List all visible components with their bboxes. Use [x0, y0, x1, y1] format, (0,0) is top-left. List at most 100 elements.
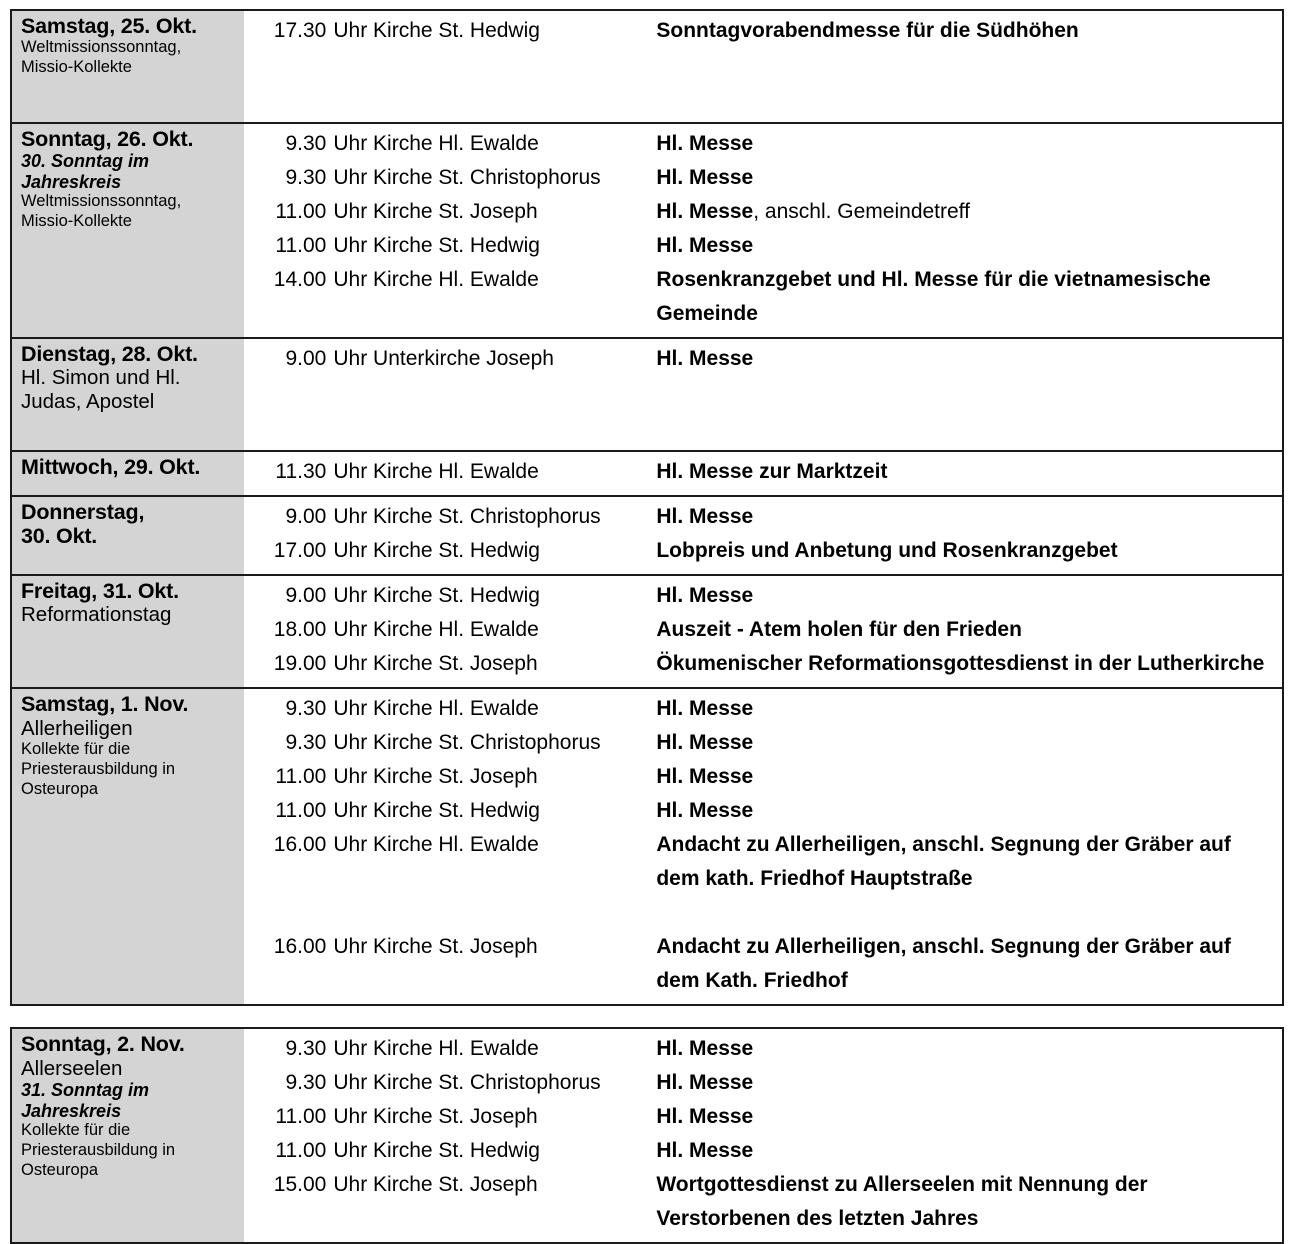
service-description-main: Hl. Messe — [656, 1037, 754, 1061]
service-time-location: 15.00 Uhr Kirche St. Joseph — [244, 1168, 644, 1202]
service-location: Uhr Kirche Hl. Ewalde — [333, 1037, 539, 1061]
entry-spacer — [244, 82, 1282, 116]
day-title: Mittwoch, 29. Okt. — [21, 455, 201, 480]
day-collection-note: Missio-Kollekte — [21, 58, 132, 77]
service-location: Uhr Kirche St. Hedwig — [333, 234, 540, 258]
service-description-main: Hl. Messe — [656, 234, 754, 258]
entries-cell: 11.30 Uhr Kirche Hl. Ewalde Hl. Messe zur … — [244, 451, 1283, 497]
day-title: Samstag, 1. Nov. — [21, 692, 189, 717]
service-location: Uhr Kirche Hl. Ewalde — [333, 833, 539, 857]
service-entry: 9.30 Uhr Kirche Hl. Ewalde Hl. Messe — [244, 692, 1282, 726]
service-entry: 17.00 Uhr Kirche St. Hedwig Lobpreis und A… — [244, 534, 1282, 568]
service-description-main: Hl. Messe — [656, 731, 754, 755]
service-description-main: Hl. Messe — [656, 584, 754, 608]
service-description: Hl. Messe — [644, 726, 1282, 760]
service-time: 11.30 — [275, 460, 327, 484]
service-location: Uhr Kirche St. Christophorus — [333, 731, 601, 755]
service-location: Uhr Kirche St. Joseph — [333, 652, 538, 676]
service-location: Uhr Kirche Hl. Ewalde — [333, 460, 539, 484]
service-time-location: 17.00 Uhr Kirche St. Hedwig — [244, 534, 644, 568]
day-cell: Sonntag, 2. Nov. Allerseelen 31. Sonntag i… — [11, 1028, 245, 1244]
service-description-main: Hl. Messe — [656, 1105, 754, 1129]
service-entry: 16.00 Uhr Kirche St. Joseph Andacht zu All… — [244, 930, 1282, 998]
service-location: Uhr Kirche St. Joseph — [333, 1173, 538, 1197]
service-time: 9.30 — [285, 132, 327, 156]
service-location: Uhr Kirche St. Hedwig — [333, 539, 540, 563]
service-time: 9.30 — [285, 1037, 327, 1061]
day-title-line2: 30. Okt. — [21, 524, 98, 549]
entry-spacer — [244, 896, 1282, 930]
document-page: Samstag, 25. Okt. Weltmissionssonntag, Mis… — [10, 9, 1284, 1244]
schedule-tables-container: Samstag, 25. Okt. Weltmissionssonntag, Mis… — [10, 9, 1284, 1244]
service-time: 18.00 — [273, 618, 327, 642]
service-description: Hl. Messe — [644, 229, 1282, 263]
schedule-table-november: Sonntag, 2. Nov. Allerseelen 31. Sonntag i… — [10, 1027, 1284, 1244]
service-time-location: 11.00 Uhr Kirche St. Joseph — [244, 1100, 644, 1134]
service-description: Rosenkranzgebet und Hl. Messe für die vi… — [644, 263, 1282, 331]
day-liturgical-label: Jahreskreis — [21, 1100, 122, 1121]
service-description: Hl. Messe — [644, 579, 1282, 613]
day-title: Sonntag, 2. Nov. — [21, 1032, 185, 1057]
service-description: Hl. Messe — [644, 1032, 1282, 1066]
service-time-location: 14.00 Uhr Kirche Hl. Ewalde — [244, 263, 644, 297]
day-collection-note: Kollekte für die — [21, 739, 131, 758]
service-time-location: 9.00 Uhr Kirche St. Hedwig — [244, 579, 644, 613]
service-description-main: Hl. Messe — [656, 799, 754, 823]
service-time-location: 9.30 Uhr Kirche Hl. Ewalde — [244, 127, 644, 161]
service-location: Uhr Kirche Hl. Ewalde — [333, 132, 539, 156]
schedule-row: Dienstag, 28. Okt. Hl. Simon und Hl. Judas… — [11, 338, 1283, 452]
service-location: Uhr Kirche St. Joseph — [333, 1105, 538, 1129]
service-description-main: Sonntagvorabendmesse für die Südhöhen — [656, 19, 1079, 42]
service-time-location: 11.30 Uhr Kirche Hl. Ewalde — [244, 455, 644, 489]
service-description-main: Auszeit - Atem holen für den Frieden — [656, 618, 1022, 642]
service-time-location: 9.00 Uhr Unterkirche Joseph — [244, 342, 644, 376]
service-time: 11.00 — [275, 200, 327, 224]
entry-spacer — [244, 48, 1282, 82]
day-cell: Donnerstag, 30. Okt. — [11, 496, 245, 576]
day-liturgical-label: 30. Sonntag im — [21, 151, 150, 172]
service-description-main: Andacht zu Allerheiligen, anschl. Segnun… — [656, 833, 1231, 891]
service-description-main: Hl. Messe — [656, 765, 754, 789]
service-time-location: 9.30 Uhr Kirche Hl. Ewalde — [244, 1032, 644, 1066]
service-description-main: Lobpreis und Anbetung und Rosenkranzgebe… — [656, 539, 1118, 563]
service-description-main: Hl. Messe — [656, 697, 754, 721]
day-cell: Samstag, 25. Okt. Weltmissionssonntag, Mis… — [11, 10, 245, 124]
schedule-row: Sonntag, 2. Nov. Allerseelen 31. Sonntag i… — [11, 1028, 1283, 1244]
day-title: Dienstag, 28. Okt. — [21, 342, 198, 367]
service-time: 17.30 — [273, 19, 327, 42]
service-entry: 9.30 Uhr Kirche St. Christophorus Hl. Mess… — [244, 161, 1282, 195]
service-time-location: 9.30 Uhr Kirche Hl. Ewalde — [244, 692, 644, 726]
service-location: Uhr Kirche St. Joseph — [333, 935, 538, 959]
service-description-main: Hl. Messe — [656, 132, 754, 156]
service-entry: 11.00 Uhr Kirche St. Joseph Hl. Messe — [244, 760, 1282, 794]
service-description: Hl. Messe — [644, 794, 1282, 828]
service-description-main: Hl. Messe — [656, 1071, 754, 1095]
day-subtitle: Reformationstag — [21, 603, 172, 627]
service-location: Uhr Kirche St. Joseph — [333, 765, 538, 789]
service-description: Hl. Messe — [644, 127, 1282, 161]
schedule-row: Mittwoch, 29. Okt. 11.30 Uhr Kirche Hl. Ew… — [11, 451, 1283, 497]
service-entry: 11.00 Uhr Kirche St. Hedwig Hl. Messe — [244, 1134, 1282, 1168]
day-collection-note: Osteuropa — [21, 1160, 99, 1179]
service-time-location: 16.00 Uhr Kirche Hl. Ewalde — [244, 828, 644, 862]
service-time-location: 17.30 Uhr Kirche St. Hedwig — [244, 14, 644, 48]
service-time: 19.00 — [273, 652, 327, 676]
day-collection-note: Osteuropa — [21, 779, 99, 798]
service-time: 9.00 — [285, 505, 327, 529]
entries-cell: 9.30 Uhr Kirche Hl. Ewalde Hl. Messe 9.30 Uh… — [244, 688, 1283, 1006]
service-description: Hl. Messe — [644, 1066, 1282, 1100]
service-entry: 9.30 Uhr Kirche Hl. Ewalde Hl. Messe — [244, 127, 1282, 161]
service-description-main: Wortgottesdienst zu Allerseelen mit Nenn… — [656, 1173, 1148, 1231]
service-entry: 11.30 Uhr Kirche Hl. Ewalde Hl. Messe zur … — [244, 455, 1282, 489]
service-time-location: 11.00 Uhr Kirche St. Joseph — [244, 195, 644, 229]
day-liturgical-label: Jahreskreis — [21, 171, 122, 192]
service-time-location: 11.00 Uhr Kirche St. Hedwig — [244, 229, 644, 263]
schedule-row: Sonntag, 26. Okt. 30. Sonntag im Jahreskre… — [11, 123, 1283, 339]
service-time-location: 18.00 Uhr Kirche Hl. Ewalde — [244, 613, 644, 647]
service-description: Andacht zu Allerheiligen, anschl. Segnun… — [644, 930, 1282, 998]
day-subtitle: Hl. Simon und Hl. — [21, 366, 181, 390]
entries-cell: 9.30 Uhr Kirche Hl. Ewalde Hl. Messe 9.30 Uh… — [244, 123, 1283, 339]
service-description-main: Ökumenischer Reformationsgottesdienst in… — [656, 652, 1265, 676]
service-description: Hl. Messe — [644, 692, 1282, 726]
schedule-row: Samstag, 25. Okt. Weltmissionssonntag, Mis… — [11, 10, 1283, 124]
